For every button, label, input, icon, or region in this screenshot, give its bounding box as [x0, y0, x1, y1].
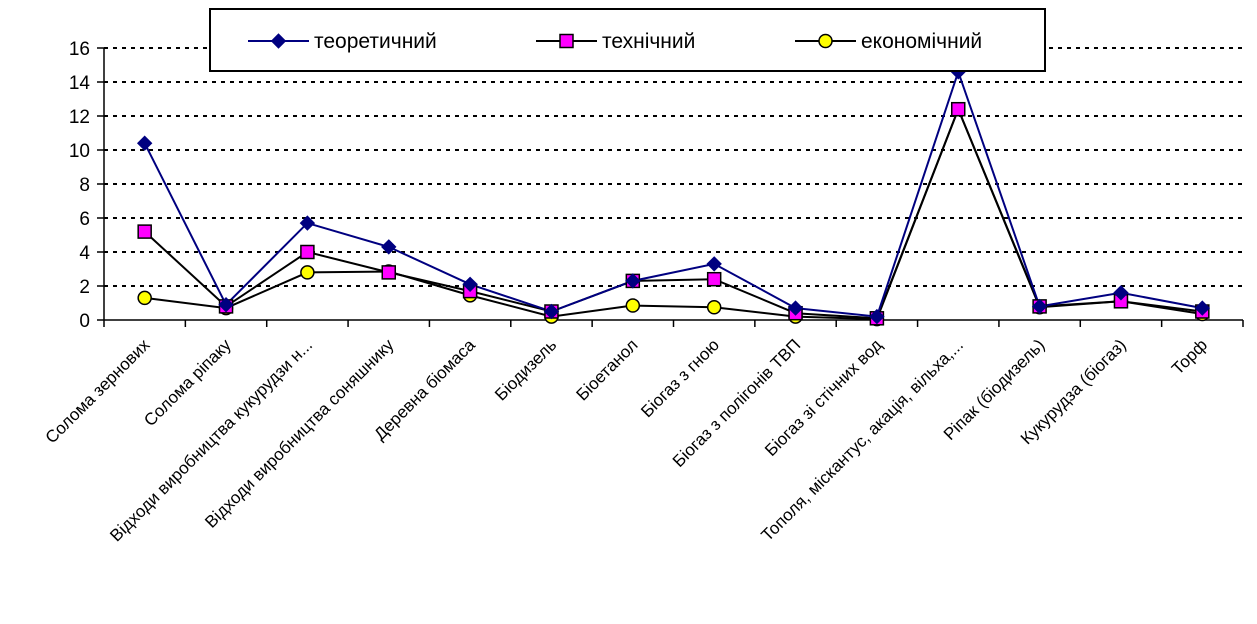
y-tick-label: 4: [79, 243, 90, 264]
legend: теоретичний технічний економічний: [209, 8, 1046, 72]
data-point-circle: [300, 265, 315, 280]
x-tick-label: Торф: [1168, 335, 1211, 378]
data-point-diamond: [136, 135, 153, 151]
legend-box: [209, 8, 1046, 72]
data-point-diamond: [1113, 285, 1129, 301]
data-point-square: [706, 271, 722, 287]
axes: [97, 47, 1244, 327]
x-tick-label: Біоетанол: [573, 335, 642, 404]
data-point-diamond: [218, 296, 234, 313]
y-tick-label: 14: [69, 73, 91, 94]
data-point-diamond: [462, 276, 478, 293]
data-point-diamond: [299, 215, 316, 231]
y-tick-label: 0: [79, 311, 90, 332]
y-tick-label: 16: [69, 39, 90, 60]
data-point-diamond: [1194, 300, 1211, 316]
y-tick-label: 10: [69, 141, 90, 162]
data-point-diamond: [1031, 298, 1048, 315]
series-line-square: [144, 106, 1203, 320]
data-point-diamond: [706, 256, 722, 272]
data-point-square: [381, 265, 396, 280]
x-tick-label: Біодизель: [491, 335, 560, 404]
data-point-diamond: [543, 303, 560, 320]
x-tick-label: Біогаз з гною: [637, 335, 723, 421]
series-lines: [136, 64, 1211, 327]
x-tick-label: Солома зернових: [42, 335, 154, 447]
data-point-square: [137, 224, 152, 239]
y-tick-label: 8: [79, 175, 90, 196]
data-point-circle: [706, 300, 722, 315]
legend-label: технічний: [602, 30, 695, 53]
y-tick-label: 12: [69, 107, 90, 128]
data-point-circle: [625, 298, 641, 313]
y-tick-label: 2: [79, 277, 90, 298]
series-line-diamond: [143, 68, 1203, 318]
data-point-diamond: [381, 239, 397, 255]
legend-marker-square: [559, 33, 574, 49]
legend-label: теоретичний: [314, 30, 437, 53]
y-tick-labels: 0 2 4 6 8 10 12 14 16: [69, 39, 91, 332]
legend-marker-diamond: [270, 33, 287, 49]
legend-label: економічний: [861, 30, 982, 53]
gridlines: [104, 47, 1243, 287]
y-tick-label: 6: [79, 209, 90, 230]
data-point-square: [300, 244, 315, 260]
series-line-circle: [144, 106, 1203, 321]
data-point-diamond: [625, 273, 641, 289]
data-point-square: [951, 101, 966, 117]
x-tick-label: Солома ріпаку: [140, 335, 235, 430]
data-point-diamond: [869, 308, 885, 325]
legend-marker-circle: [818, 33, 833, 49]
data-point-diamond: [787, 300, 804, 316]
data-point-circle: [137, 290, 152, 306]
